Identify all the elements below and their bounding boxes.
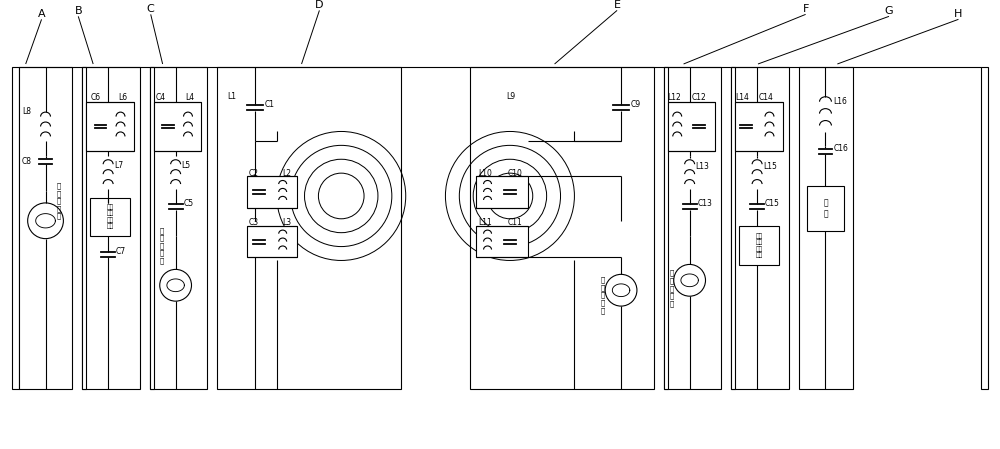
Text: C6: C6	[90, 93, 100, 102]
Bar	[150, 67, 154, 389]
Bar	[470, 67, 654, 389]
Text: C15: C15	[765, 199, 780, 208]
Text: C11: C11	[508, 218, 523, 227]
Bar	[731, 67, 789, 389]
Bar	[247, 176, 297, 208]
Text: 交
流
功
率
源: 交 流 功 率 源	[56, 182, 61, 220]
Bar	[664, 67, 668, 389]
Text: F: F	[802, 4, 809, 14]
Bar	[739, 226, 779, 265]
Text: L12: L12	[668, 93, 681, 102]
Text: L6: L6	[118, 93, 127, 102]
Bar	[86, 101, 134, 151]
Bar	[735, 101, 783, 151]
Text: L14: L14	[735, 93, 749, 102]
Bar	[150, 67, 207, 389]
Bar	[799, 67, 853, 389]
Text: C16: C16	[833, 144, 848, 153]
Text: B: B	[74, 6, 82, 17]
Text: L9: L9	[506, 92, 515, 101]
Text: 第一
信号
检测
电路: 第一 信号 检测 电路	[755, 233, 763, 258]
Text: E: E	[614, 0, 621, 10]
Text: L11: L11	[478, 218, 492, 227]
Text: G: G	[885, 6, 893, 17]
Bar	[731, 67, 735, 389]
Text: C1: C1	[265, 100, 275, 109]
Text: 第
一
信
号
源: 第 一 信 号 源	[160, 227, 164, 264]
Bar	[476, 226, 528, 257]
Bar	[807, 186, 844, 231]
Text: C3: C3	[249, 218, 259, 227]
Text: L5: L5	[182, 161, 191, 170]
Text: L13: L13	[696, 162, 709, 171]
Bar	[90, 198, 130, 236]
Bar	[476, 176, 528, 208]
Text: H: H	[954, 9, 963, 19]
Bar	[12, 67, 19, 389]
Text: D: D	[315, 0, 324, 10]
Text: C14: C14	[759, 93, 774, 102]
Text: L8: L8	[23, 107, 32, 116]
Text: A: A	[38, 9, 45, 19]
Text: 第二
信号
检测
电路: 第二 信号 检测 电路	[106, 204, 114, 229]
Bar	[82, 67, 140, 389]
Text: 负
载: 负 载	[823, 198, 828, 218]
Bar	[247, 226, 297, 257]
Text: L15: L15	[763, 162, 777, 171]
Text: C10: C10	[508, 169, 523, 178]
Text: C9: C9	[631, 100, 641, 109]
Text: L3: L3	[283, 218, 292, 227]
Bar	[217, 67, 401, 389]
Text: C7: C7	[116, 247, 126, 256]
Bar	[668, 101, 715, 151]
Text: L1: L1	[227, 92, 236, 101]
Bar	[664, 67, 721, 389]
Text: C: C	[147, 4, 155, 14]
Text: C2: C2	[249, 169, 259, 178]
Text: L7: L7	[114, 161, 123, 170]
Bar	[19, 67, 72, 389]
Text: C12: C12	[692, 93, 706, 102]
Bar	[981, 67, 988, 389]
Text: C5: C5	[184, 199, 194, 208]
Text: L10: L10	[478, 169, 492, 178]
Text: C8: C8	[22, 157, 32, 166]
Text: 第
二
信
号
源: 第 二 信 号 源	[670, 270, 674, 307]
Bar	[82, 67, 86, 389]
Bar	[154, 101, 201, 151]
Text: 第
二
信
号
源: 第 二 信 号 源	[601, 277, 605, 314]
Text: L2: L2	[283, 169, 292, 178]
Text: L4: L4	[185, 93, 195, 102]
Text: C4: C4	[156, 93, 166, 102]
Text: C13: C13	[698, 199, 712, 208]
Text: L16: L16	[833, 97, 847, 106]
